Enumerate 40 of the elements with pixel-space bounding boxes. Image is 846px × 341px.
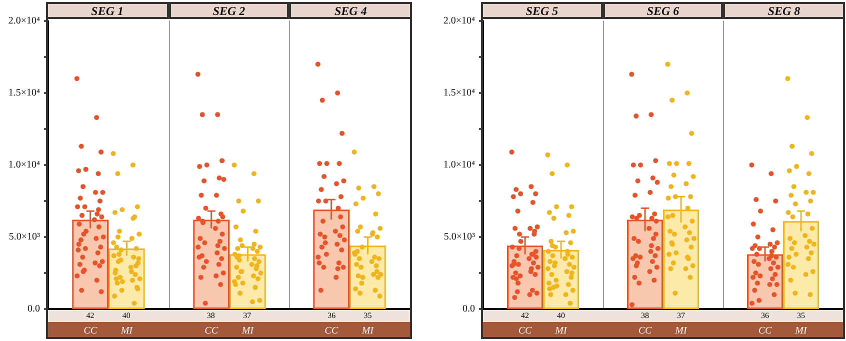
- x-tick-label: CC: [204, 326, 218, 336]
- x-tick-label: CC: [518, 326, 532, 336]
- text: 36: [328, 310, 336, 322]
- y-tick-label: 5.0×10³: [8, 232, 40, 242]
- chart-title: SEG 5: [481, 2, 603, 19]
- text: 42: [86, 310, 94, 322]
- text: 36: [761, 310, 769, 322]
- y-tick-label: 2.0×10⁴: [8, 16, 40, 26]
- chart-title: SEG 4: [289, 2, 412, 19]
- x-tick-label: MI: [674, 326, 688, 336]
- text: 38: [641, 310, 649, 322]
- x-tick-label: CC: [324, 326, 339, 336]
- chart-title: SEG 2: [168, 2, 290, 19]
- text: 37: [677, 310, 685, 322]
- x-tick-label: MI: [554, 326, 568, 336]
- y-tick-label: 5.0×10³: [444, 232, 475, 242]
- x-tick-label: CC: [84, 326, 98, 336]
- text: 35: [797, 310, 805, 322]
- y-tick-label: 0.0: [28, 304, 40, 314]
- x-tick-label: MI: [120, 326, 134, 336]
- y-tick-label: 1.0×10⁴: [8, 160, 40, 170]
- y-tick-label: 1.0×10⁴: [443, 160, 476, 170]
- x-tick-label: MI: [361, 326, 375, 336]
- y-tick-label: 2.0×10⁴: [443, 16, 476, 26]
- text: 40: [122, 310, 130, 322]
- text: 40: [557, 310, 565, 322]
- y-tick-label: 1.5×10⁴: [8, 88, 40, 98]
- x-tick-label: CC: [638, 326, 652, 336]
- chart-title: SEG 8: [723, 2, 845, 19]
- text: 38: [206, 310, 215, 322]
- text: 37: [243, 310, 252, 322]
- text: 42: [521, 310, 529, 322]
- x-tick-label: MI: [240, 326, 254, 336]
- text: 35: [364, 310, 372, 322]
- chart-title: SEG 6: [603, 2, 723, 19]
- x-tick-label: MI: [794, 326, 808, 336]
- y-tick-label: 1.5×10⁴: [443, 88, 476, 98]
- y-tick-label: 0.0: [462, 304, 475, 314]
- x-tick-label: CC: [758, 326, 772, 336]
- chart-title: SEG 1: [46, 2, 169, 19]
